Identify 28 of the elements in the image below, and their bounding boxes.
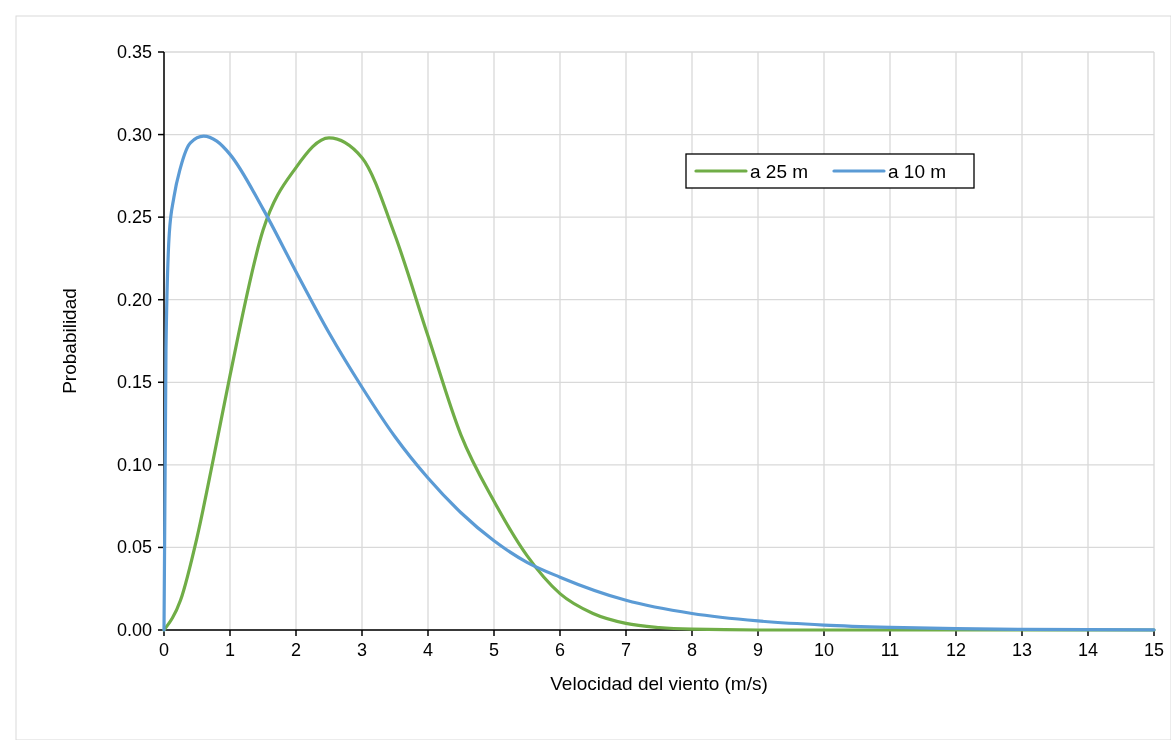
y-tick-label: 0.20	[116, 289, 152, 310]
y-tick-label: 0.15	[116, 372, 152, 393]
x-tick-label: 2	[290, 640, 302, 660]
x-tick-label: 4	[422, 640, 434, 660]
x-tick-label: 12	[945, 640, 967, 660]
y-tick-label: 0.25	[116, 207, 152, 228]
x-tick-label: 11	[880, 640, 900, 660]
x-tick-label: 6	[554, 640, 566, 660]
x-tick-label: 3	[356, 640, 368, 660]
x-tick-label: 15	[1143, 640, 1165, 660]
y-axis-title: Probabilidad	[59, 288, 80, 394]
x-tick-label: 14	[1077, 640, 1099, 660]
y-tick-label: 0.30	[116, 124, 152, 145]
x-tick-label: 1	[224, 640, 236, 660]
x-tick-label: 0	[158, 640, 170, 660]
x-tick-label: 7	[620, 640, 632, 660]
x-tick-label: 13	[1011, 640, 1033, 660]
x-tick-label: 10	[813, 640, 835, 660]
x-tick-label: 9	[752, 640, 764, 660]
legend-label: a 10 m	[888, 161, 947, 182]
x-axis-title: Velocidad del viento (m/s)	[550, 673, 768, 694]
y-tick-label: 0.35	[116, 42, 152, 62]
x-tick-label: 8	[686, 640, 698, 660]
y-tick-label: 0.10	[116, 454, 152, 475]
legend-label: a 25 m	[750, 161, 809, 182]
y-tick-label: 0.00	[116, 620, 152, 640]
x-tick-label: 5	[488, 640, 500, 660]
y-tick-label: 0.05	[116, 537, 152, 558]
